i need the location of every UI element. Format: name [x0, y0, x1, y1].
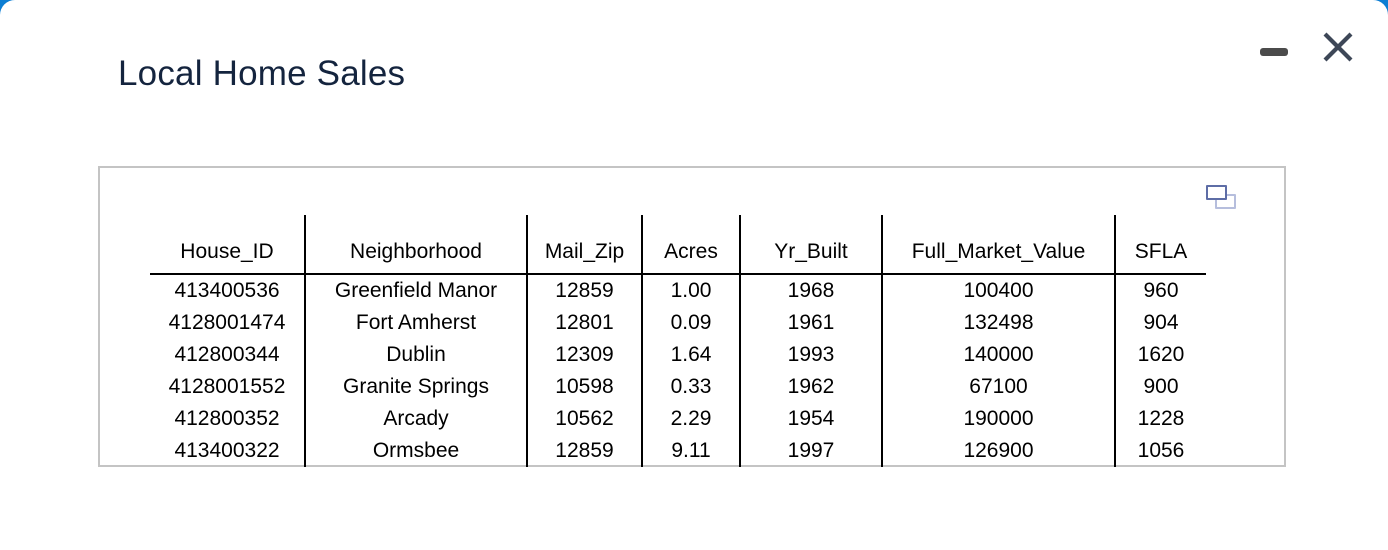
table-cell: Arcady [305, 403, 528, 435]
table-cell: 10598 [527, 371, 643, 403]
table-cell: 960 [1143, 279, 1179, 302]
column-header: Acres [642, 215, 741, 275]
close-icon [1323, 32, 1353, 62]
column-header: Full_Market_Value [882, 215, 1116, 275]
table-cell: 1228 [1137, 407, 1185, 430]
table-cell: 4128001552 [150, 371, 306, 403]
table-cell: 1968 [740, 274, 883, 307]
table-cell: 126900 [882, 435, 1116, 467]
column-header: Mail_Zip [527, 215, 643, 275]
table-cell: 4128001474 [150, 307, 306, 339]
table-cell: Greenfield Manor [305, 274, 528, 307]
column-header: Neighborhood [305, 215, 528, 275]
table-cell: 12859 [527, 274, 643, 307]
table-row: 412800352 Arcady 10562 2.29 1954 190000 1228 [150, 403, 1206, 435]
table-cell: 1.00 [642, 274, 741, 307]
home-sales-table: House_ID Neighborhood Mail_Zip Acres Yr_Buil… [150, 215, 1206, 467]
table-header-row: House_ID Neighborhood Mail_Zip Acres Yr_Buil… [150, 215, 1206, 275]
table-cell: 412800352 [150, 403, 306, 435]
table-cell: 413400536 [150, 274, 306, 307]
table-cell: 12801 [527, 307, 643, 339]
table-row: 412800344 Dublin 12309 1.64 1993 140000 1620 [150, 339, 1206, 371]
table-row: 4128001474 Fort Amherst 12801 0.09 1961 13249… [150, 307, 1206, 339]
table-cell: Ormsbee [305, 435, 528, 467]
table-cell: 100400 [882, 274, 1116, 307]
table-cell: 190000 [882, 403, 1116, 435]
table-cell: 132498 [882, 307, 1116, 339]
table-cell: 2.29 [642, 403, 741, 435]
table-cell: 140000 [882, 339, 1116, 371]
table-cell: 904 [1143, 311, 1179, 334]
column-header: House_ID [150, 215, 306, 275]
table-cell: 412800344 [150, 339, 306, 371]
table-cell: 12859 [527, 435, 643, 467]
table-cell: Fort Amherst [305, 307, 528, 339]
table-panel: House_ID Neighborhood Mail_Zip Acres Yr_Buil… [98, 166, 1286, 467]
table-row: 413400536 Greenfield Manor 12859 1.00 1968 10… [150, 274, 1206, 307]
table-cell: 12309 [527, 339, 643, 371]
table-cell: 9.11 [642, 435, 741, 467]
page-title: Local Home Sales [118, 54, 406, 93]
table-cell: 1993 [740, 339, 883, 371]
table-cell: Granite Springs [305, 371, 528, 403]
table-cell: 67100 [882, 371, 1116, 403]
table-cell: 900 [1143, 375, 1179, 398]
table-cell: 10562 [527, 403, 643, 435]
column-header: Yr_Built [740, 215, 883, 275]
close-button[interactable] [1319, 28, 1357, 66]
table-cell: 1620 [1137, 343, 1185, 366]
table-row: 413400322 Ormsbee 12859 9.11 1997 126900 1056 [150, 435, 1206, 467]
column-header: SFLA [1115, 215, 1206, 275]
minimize-icon [1260, 48, 1288, 56]
table-cell: 0.33 [642, 371, 741, 403]
table-cell: 0.09 [642, 307, 741, 339]
table-cell: 1961 [740, 307, 883, 339]
minimize-button[interactable] [1258, 44, 1290, 60]
table-cell: 1.64 [642, 339, 741, 371]
table-cell: Dublin [305, 339, 528, 371]
table-cell: 1954 [740, 403, 883, 435]
table-cell: 1997 [740, 435, 883, 467]
table-cell: 1962 [740, 371, 883, 403]
table-cell: 1056 [1137, 439, 1185, 462]
duplicate-front-rect [1206, 185, 1227, 200]
table-row: 4128001552 Granite Springs 10598 0.33 1962 67… [150, 371, 1206, 403]
table-cell: 413400322 [150, 435, 306, 467]
duplicate-window-icon[interactable] [1206, 185, 1238, 212]
